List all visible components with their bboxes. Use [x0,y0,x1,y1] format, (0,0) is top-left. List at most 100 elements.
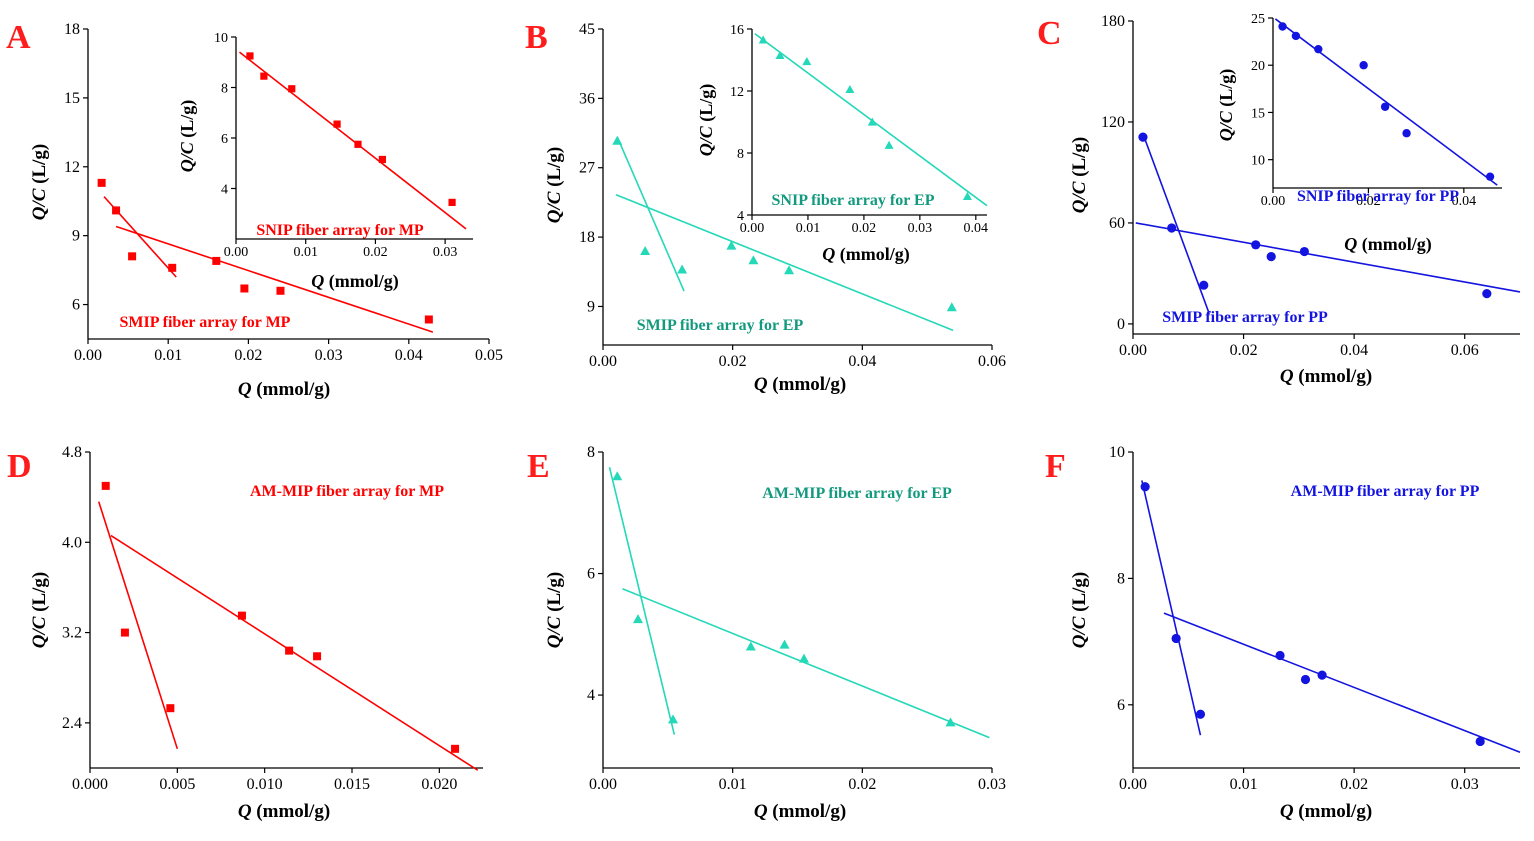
y-tick-label: 36 [579,90,595,107]
inset-x-tick-label: 0.00 [1261,194,1286,209]
data-point-triangle [612,135,623,145]
inset-series-annotation: SNIP fiber array for EP [772,192,935,209]
inset-y-tick-label: 25 [1251,12,1265,27]
x-tick-label: 0.04 [1340,342,1368,359]
x-tick-label: 0.01 [719,776,747,793]
inset-series-annotation: SNIP fiber array for PP [1297,188,1459,205]
x-tick-label: 0.00 [1119,776,1147,793]
y-tick-label: 9 [587,298,595,315]
data-point-circle [1402,129,1411,138]
x-tick-label: 0.01 [154,347,182,364]
series-annotation: SMIP fiber array for EP [637,317,804,334]
y-tick-label: 180 [1101,13,1125,30]
fit-line [622,587,990,739]
y-tick-label: 4.8 [62,444,82,461]
data-point-square [448,198,456,206]
inset-y-axis-label-unit: (L/g) [177,100,198,143]
y-tick-label: 45 [579,21,595,38]
y-axis-label-unit: (L/g) [544,147,565,192]
data-point-circle [1317,670,1327,680]
fit-line [615,193,954,332]
data-point-square [276,286,285,295]
inset-x-tick-label: 0.03 [908,221,933,236]
y-axis-label: Q/C (L/g) [1069,137,1090,214]
x-tick-label: 0.02 [1340,776,1368,793]
data-point-triangle [946,302,957,312]
data-point-circle [1485,172,1495,181]
y-tick-label: 8 [587,444,595,461]
x-tick-label: 0.000 [72,776,108,793]
x-axis-label-symbol: Q [754,374,768,395]
data-point-square [333,120,341,128]
data-point-triangle [612,471,623,481]
data-point-triangle [798,653,809,663]
x-tick-label: 0.03 [315,347,343,364]
x-axis-label-symbol: Q [238,801,252,822]
x-tick-label: 0.03 [1451,776,1479,793]
data-point-square [166,704,175,713]
inset-x-axis-label: Q (mmol/g) [822,244,909,265]
x-axis-label-symbol: Q [1280,801,1294,822]
x-tick-label: 0.06 [978,353,1006,370]
x-tick-label: 0.03 [978,776,1006,793]
data-point-triangle [779,639,790,649]
inset-y-tick-label: 8 [737,147,744,162]
data-point-circle [1167,223,1177,233]
inset-x-tick-label: 0.00 [740,221,765,236]
data-point-square [120,628,129,637]
inset-y-tick-label: 10 [214,31,228,46]
y-axis-label-unit: (L/g) [1069,137,1090,182]
inset-x-axis-label-unit: (mmol/g) [835,244,909,265]
inset-chart: 0.00 0.02 0.04 10 15 20 25 Q (mmol/g) Q/C (L/g) S… [1216,12,1502,255]
inset-x-tick-label: 0.03 [433,245,458,260]
x-tick-label: 0.010 [247,776,283,793]
data-point-triangle [845,84,855,94]
inset-y-tick-label: 10 [1251,154,1265,169]
panel-letter: C [1037,15,1062,52]
data-point-triangle [668,714,679,724]
y-axis-label-symbol: Q/C [544,616,565,648]
fit-line [1142,133,1211,315]
chart-panel-b: B 0.00 0.02 0.04 0.06 9 18 27 36 45 Q (mmol/g) Q/C … [525,19,1006,395]
panel-letter: E [527,448,550,485]
x-tick-label: 0.04 [848,353,876,370]
data-point-square [112,206,121,215]
series-annotation: AM-MIP fiber array for MP [250,483,444,500]
fit-line [1163,612,1521,753]
data-point-circle [1278,22,1287,31]
inset-x-tick-label: 0.04 [1452,194,1477,209]
x-tick-label: 0.05 [475,347,503,364]
data-point-triangle [884,140,894,149]
inset-series-annotation: SNIP fiber array for MP [256,222,424,239]
inset-x-tick-label: 0.01 [796,221,821,236]
y-axis-label: Q/C (L/g) [544,147,565,224]
y-tick-label: 0 [1117,316,1125,333]
series-annotation: SMIP fiber array for MP [120,314,291,331]
data-point-circle [1299,246,1309,257]
y-axis-label-unit: (L/g) [544,572,565,617]
y-tick-label: 9 [72,228,80,245]
series-annotation: SMIP fiber array for PP [1162,309,1328,326]
inset-y-axis-label: Q/C (L/g) [177,100,198,173]
data-point-circle [1359,61,1368,70]
inset-y-tick-label: 20 [1251,59,1265,74]
data-point-square [378,155,386,164]
data-point-circle [1195,709,1206,719]
fit-line [1135,222,1521,293]
data-point-triangle [633,614,644,624]
data-point-triangle [945,717,956,727]
fit-line [616,136,685,292]
x-tick-label: 0.020 [421,776,457,793]
y-tick-label: 10 [1109,444,1125,461]
panel-letter: D [7,448,32,485]
inset-y-axis-label-symbol: Q/C [696,125,716,156]
y-tick-label: 120 [1101,114,1125,131]
x-tick-label: 0.00 [74,347,102,364]
data-point-square [424,315,433,324]
data-point-circle [1171,633,1181,644]
inset-chart: 0.00 0.01 0.02 0.03 0.04 4 8 12 16 Q (mmol/g) Q/C … [696,23,988,265]
x-axis-label-symbol: Q [754,801,768,822]
x-tick-label: 0.02 [719,353,747,370]
inset-y-tick-label: 4 [737,209,744,224]
y-tick-label: 18 [579,229,595,246]
